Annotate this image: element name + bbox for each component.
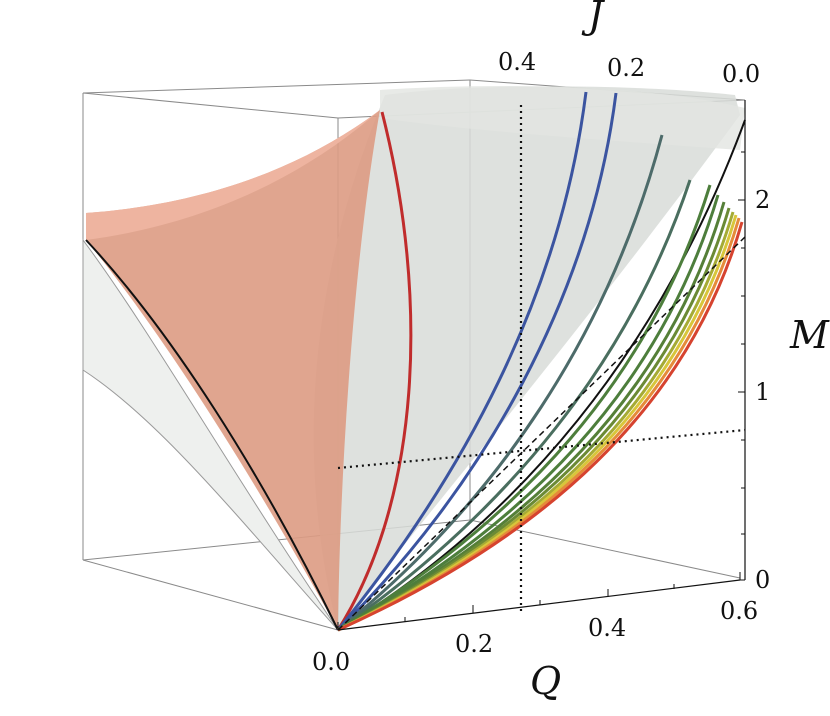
m-tick-2: 0	[755, 566, 770, 594]
teal-curve-1	[337, 134, 664, 632]
teal-curve-2	[337, 179, 692, 632]
j-axis-label: J	[581, 0, 605, 37]
q-tick-0: 0.0	[312, 648, 350, 676]
q-tick-1: 0.2	[455, 630, 493, 658]
q-tick-3: 0.6	[720, 597, 758, 625]
j-tick-1: 0.2	[607, 54, 645, 82]
j-tick-0: 0.4	[498, 48, 536, 76]
blue-curve-2	[336, 92, 618, 632]
red-curve	[336, 111, 413, 631]
q-axis-ticks	[337, 572, 741, 630]
dotted-guides	[337, 105, 746, 612]
grey-surface-upper	[380, 85, 745, 150]
m-axis-label: M	[789, 313, 830, 357]
blue-curve-1	[336, 91, 588, 631]
m-tick-1: 1	[755, 378, 770, 406]
q-tick-2: 0.4	[588, 614, 626, 642]
green-curves	[337, 184, 744, 632]
salmon-surface-top	[86, 110, 380, 240]
left-boundary-curve	[85, 239, 339, 631]
q-axis-label: Q	[530, 659, 561, 703]
j-tick-2: 0.0	[722, 60, 760, 88]
m-tick-0: 2	[755, 186, 770, 214]
salmon-surface	[86, 110, 380, 630]
dashed-limit-line	[337, 236, 746, 631]
m-axis-ticks	[738, 151, 745, 581]
